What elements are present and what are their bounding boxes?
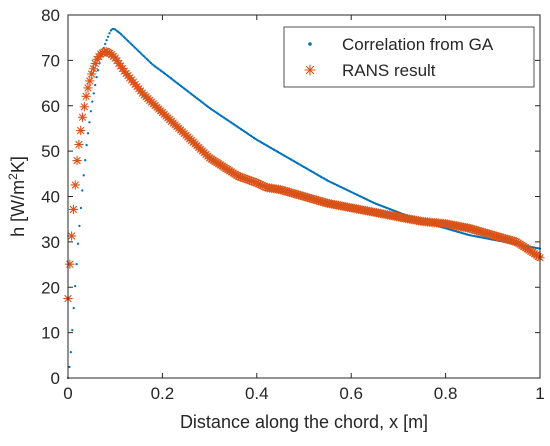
legend: Correlation from GA RANS result [283, 26, 535, 88]
x-tick-label: 0.2 [151, 384, 175, 403]
y-tick-label: 70 [41, 51, 60, 70]
legend-entry-correlation: Correlation from GA [308, 35, 494, 54]
x-axis-label: Distance along the chord, x [m] [180, 412, 428, 432]
data-point-correlation [72, 307, 75, 310]
plot-frame [67, 14, 541, 379]
data-point-correlation [78, 224, 81, 228]
data-point-correlation [144, 56, 147, 59]
data-point-rans [72, 155, 82, 166]
x-tick-label: 0.4 [245, 384, 269, 403]
y-tick-label: 50 [41, 142, 60, 161]
data-point-correlation [124, 37, 127, 40]
legend-entry-rans: RANS result [304, 61, 436, 80]
data-point-correlation [131, 43, 134, 47]
y-tick-label: 80 [41, 6, 60, 25]
data-point-correlation [71, 329, 74, 332]
data-point-correlation [142, 54, 145, 58]
data-point-rans [74, 139, 84, 150]
data-point-correlation [128, 41, 131, 44]
legend-label-rans: RANS result [342, 61, 436, 80]
legend-label-correlation: Correlation from GA [342, 35, 494, 54]
legend-marker-rans [304, 64, 316, 76]
data-point-correlation [69, 351, 73, 354]
data-point-correlation [76, 242, 80, 245]
data-point-correlation [81, 189, 84, 192]
data-point-correlation [149, 61, 153, 65]
data-point-correlation [84, 159, 87, 162]
data-point-correlation [134, 46, 137, 50]
y-axis-label: h [W/m2K] [6, 156, 28, 237]
x-tick-label: 0.8 [434, 384, 458, 403]
y-axis-label-suffix: K] [8, 156, 28, 173]
y-tick-label: 60 [41, 97, 60, 116]
data-point-correlation [85, 143, 88, 147]
data-point-correlation [125, 38, 128, 41]
y-axis-label-prefix: h [W/m [8, 180, 28, 237]
series-rans-result [63, 46, 545, 304]
data-point-correlation [121, 34, 124, 37]
data-point-correlation [105, 39, 108, 42]
data-point-correlation [148, 60, 151, 63]
legend-box [283, 26, 535, 88]
x-tick-label: 1 [535, 384, 544, 403]
y-tick-label: 40 [41, 188, 60, 207]
data-point-rans [81, 91, 91, 102]
data-point-correlation [109, 29, 113, 32]
data-point-correlation [74, 285, 77, 288]
x-tick-label: 0 [63, 384, 72, 403]
data-point-correlation [68, 365, 71, 369]
data-point-correlation [122, 35, 125, 39]
data-point-correlation [94, 83, 97, 87]
data-point-rans [86, 69, 97, 79]
data-point-correlation [135, 48, 138, 51]
data-point-rans [79, 102, 90, 112]
data-point-rans [66, 231, 77, 241]
legend-asterisk [304, 64, 316, 76]
y-axis-label-superscript: 2 [6, 173, 20, 180]
data-point-rans [68, 204, 79, 215]
x-tick-label: 0.6 [339, 384, 363, 403]
y-tick-label: 30 [41, 233, 60, 252]
data-point-correlation [108, 32, 111, 35]
series-layer [63, 27, 545, 380]
data-point-correlation [138, 50, 141, 54]
data-point-correlation [145, 57, 148, 61]
y-tick-label: 0 [51, 369, 60, 388]
data-point-correlation [82, 174, 85, 177]
data-point-correlation [141, 53, 144, 56]
data-point-correlation [91, 100, 94, 103]
data-point-correlation [89, 110, 93, 113]
data-point-rans [70, 180, 81, 190]
data-point-correlation [75, 263, 78, 266]
data-point-rans [77, 112, 88, 123]
data-point-correlation [86, 132, 90, 135]
data-point-rans [75, 125, 86, 136]
data-point-correlation [132, 45, 135, 48]
data-point-correlation [129, 42, 133, 45]
legend-marker-correlation [308, 42, 312, 46]
data-point-correlation [146, 59, 150, 62]
data-point-correlation [88, 121, 91, 124]
data-point-correlation [104, 42, 107, 46]
data-point-correlation [92, 92, 95, 95]
data-point-rans [85, 76, 95, 86]
y-tick-label: 20 [41, 278, 60, 297]
data-point-correlation [139, 52, 143, 55]
data-point-correlation [136, 49, 140, 52]
data-point-correlation [96, 69, 100, 72]
data-point-correlation [106, 35, 110, 38]
data-point-correlation [79, 206, 83, 210]
data-point-correlation [119, 32, 123, 36]
data-point-rans [83, 83, 93, 93]
data-point-correlation [126, 39, 130, 43]
data-point-correlation [95, 76, 98, 79]
data-point-rans [65, 259, 75, 269]
y-tick-label: 10 [41, 324, 60, 343]
